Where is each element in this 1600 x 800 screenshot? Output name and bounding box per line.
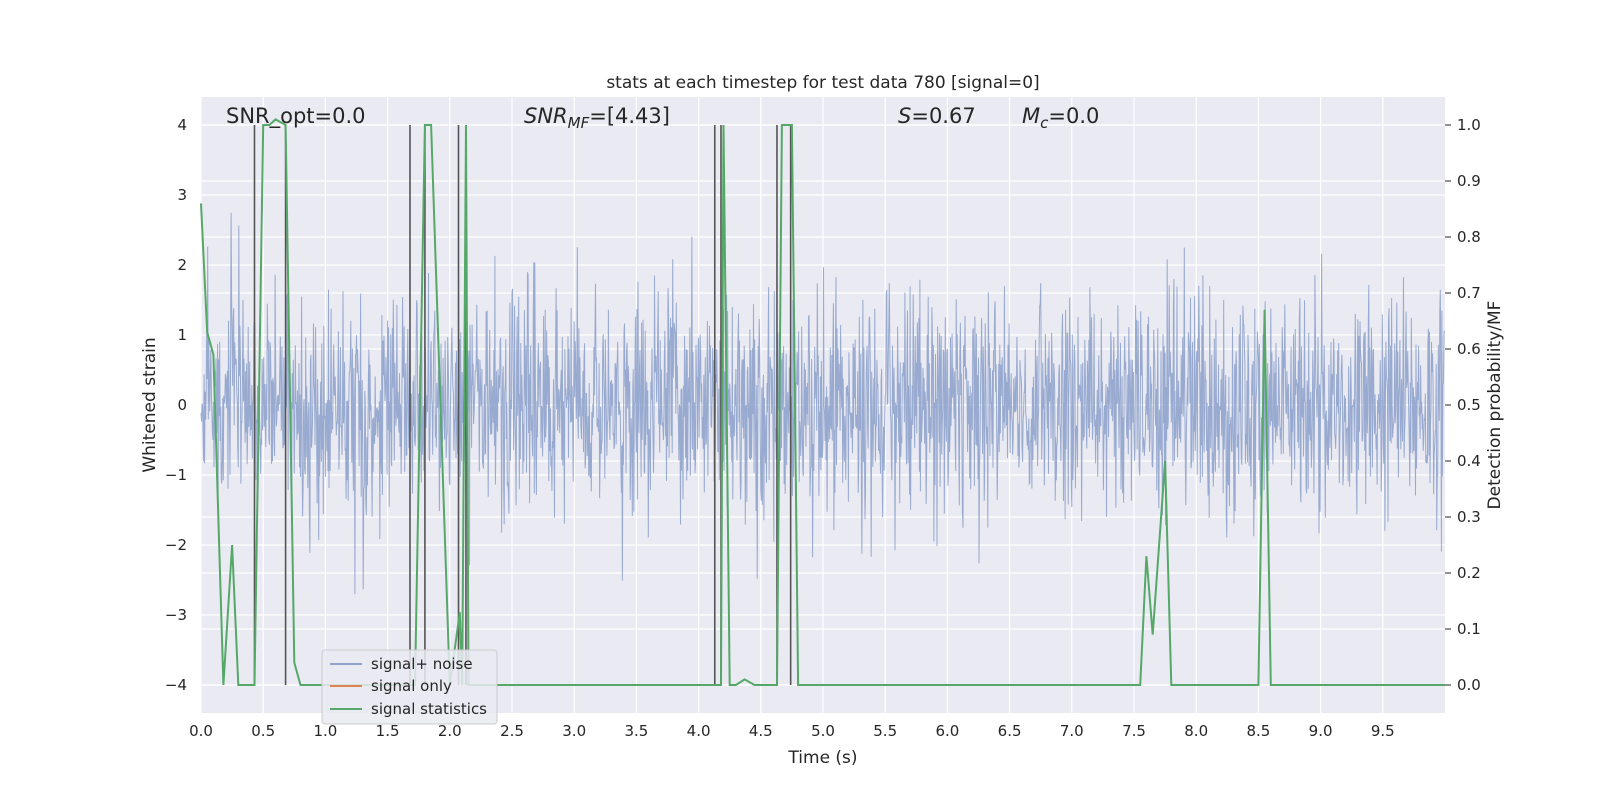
right-y-tick-label: 0.8: [1457, 228, 1481, 246]
signal-statistics-series: [200, 118, 1445, 686]
snr-mf-annotation: SNRMF=[4.43]: [524, 104, 670, 132]
x-tick-label: 4.0: [687, 722, 711, 740]
s-main: S: [898, 104, 911, 128]
right-y-tick-label: 0.3: [1457, 508, 1481, 526]
x-tick-label: 4.5: [749, 722, 773, 740]
mc-annotation: Mc=0.0: [1022, 104, 1099, 132]
legend-box: [321, 649, 498, 725]
grid: [200, 97, 1445, 713]
x-tick-label: 1.0: [313, 722, 337, 740]
legend-label-signal-statistics: signal statistics: [371, 700, 487, 718]
snr-mf-main: SNR: [524, 104, 568, 128]
x-tick-label: 0.5: [251, 722, 275, 740]
x-tick-label: 7.0: [1060, 722, 1084, 740]
right-y-tick-label: 0.9: [1457, 172, 1481, 190]
mc-main: M: [1022, 104, 1040, 128]
y-tick-label: −1: [165, 466, 187, 484]
x-tick-label: 9.5: [1371, 722, 1395, 740]
right-y-axis-label: Detection probability/MF: [1485, 301, 1505, 510]
snr-mf-sub: MF: [568, 114, 590, 132]
right-y-tick-label: 0.4: [1457, 452, 1481, 470]
mc-value: =0.0: [1048, 104, 1099, 128]
y-tick-label: 2: [177, 256, 187, 274]
signal-noise-series: [200, 212, 1445, 595]
snr-opt-annotation: SNR_opt=0.0: [226, 104, 366, 129]
x-axis-ticks: 0.0 0.5 1.0 1.5 2.0 2.5 3.0 3.5 4.0 4.5 5.0 5.5 6.0 6…: [189, 722, 1395, 740]
y-tick-label: −3: [165, 606, 187, 624]
right-y-tick-label: 0.6: [1457, 340, 1481, 358]
right-y-tick-label: 0.5: [1457, 396, 1481, 414]
x-tick-label: 2.0: [438, 722, 462, 740]
x-tick-label: 1.5: [376, 722, 400, 740]
right-y-axis-ticks: 0.0 0.1 0.2 0.3 0.4 0.5 0.6 0.7 0.8 0.9 1.0: [1445, 116, 1481, 694]
signal-noise-line: [200, 212, 1445, 595]
right-y-tick-label: 0.0: [1457, 676, 1481, 694]
x-tick-label: 6.0: [935, 722, 959, 740]
x-tick-label: 9.0: [1309, 722, 1333, 740]
right-y-tick-label: 0.7: [1457, 284, 1481, 302]
y-tick-label: −4: [165, 676, 187, 694]
right-y-tick-label: 1.0: [1457, 116, 1481, 134]
vertical-markers: [253, 125, 792, 685]
y-axis-label: Whitened strain: [140, 337, 160, 472]
chart-title: stats at each timestep for test data 780…: [606, 73, 1039, 93]
x-tick-label: 8.5: [1246, 722, 1270, 740]
x-axis-label: Time (s): [787, 748, 857, 768]
x-tick-label: 6.5: [998, 722, 1022, 740]
mc-sub: c: [1040, 114, 1049, 132]
x-tick-label: 7.5: [1122, 722, 1146, 740]
x-tick-label: 5.5: [873, 722, 897, 740]
y-axis-ticks: −4 −3 −2 −1 0 1 2 3 4: [165, 116, 187, 694]
y-tick-label: 4: [177, 116, 187, 134]
signal-statistics-line: [200, 118, 1445, 686]
x-tick-label: 3.0: [562, 722, 586, 740]
x-tick-label: 5.0: [811, 722, 835, 740]
x-tick-label: 3.5: [624, 722, 648, 740]
s-annotation: S=0.67: [898, 104, 976, 128]
legend: signal+ noise signal only signal statist…: [321, 649, 498, 725]
y-tick-label: 0: [177, 396, 187, 414]
y-tick-label: −2: [165, 536, 187, 554]
x-tick-label: 2.5: [500, 722, 524, 740]
right-y-tick-label: 0.1: [1457, 620, 1481, 638]
x-tick-label: 0.0: [189, 722, 213, 740]
y-tick-label: 3: [177, 186, 187, 204]
x-tick-label: 8.0: [1184, 722, 1208, 740]
y-tick-label: 1: [177, 326, 187, 344]
s-value: =0.67: [911, 104, 975, 128]
legend-label-signal-noise: signal+ noise: [371, 655, 473, 673]
legend-label-signal-only: signal only: [371, 677, 452, 695]
snr-mf-value: =[4.43]: [589, 104, 670, 128]
right-y-tick-label: 0.2: [1457, 564, 1481, 582]
